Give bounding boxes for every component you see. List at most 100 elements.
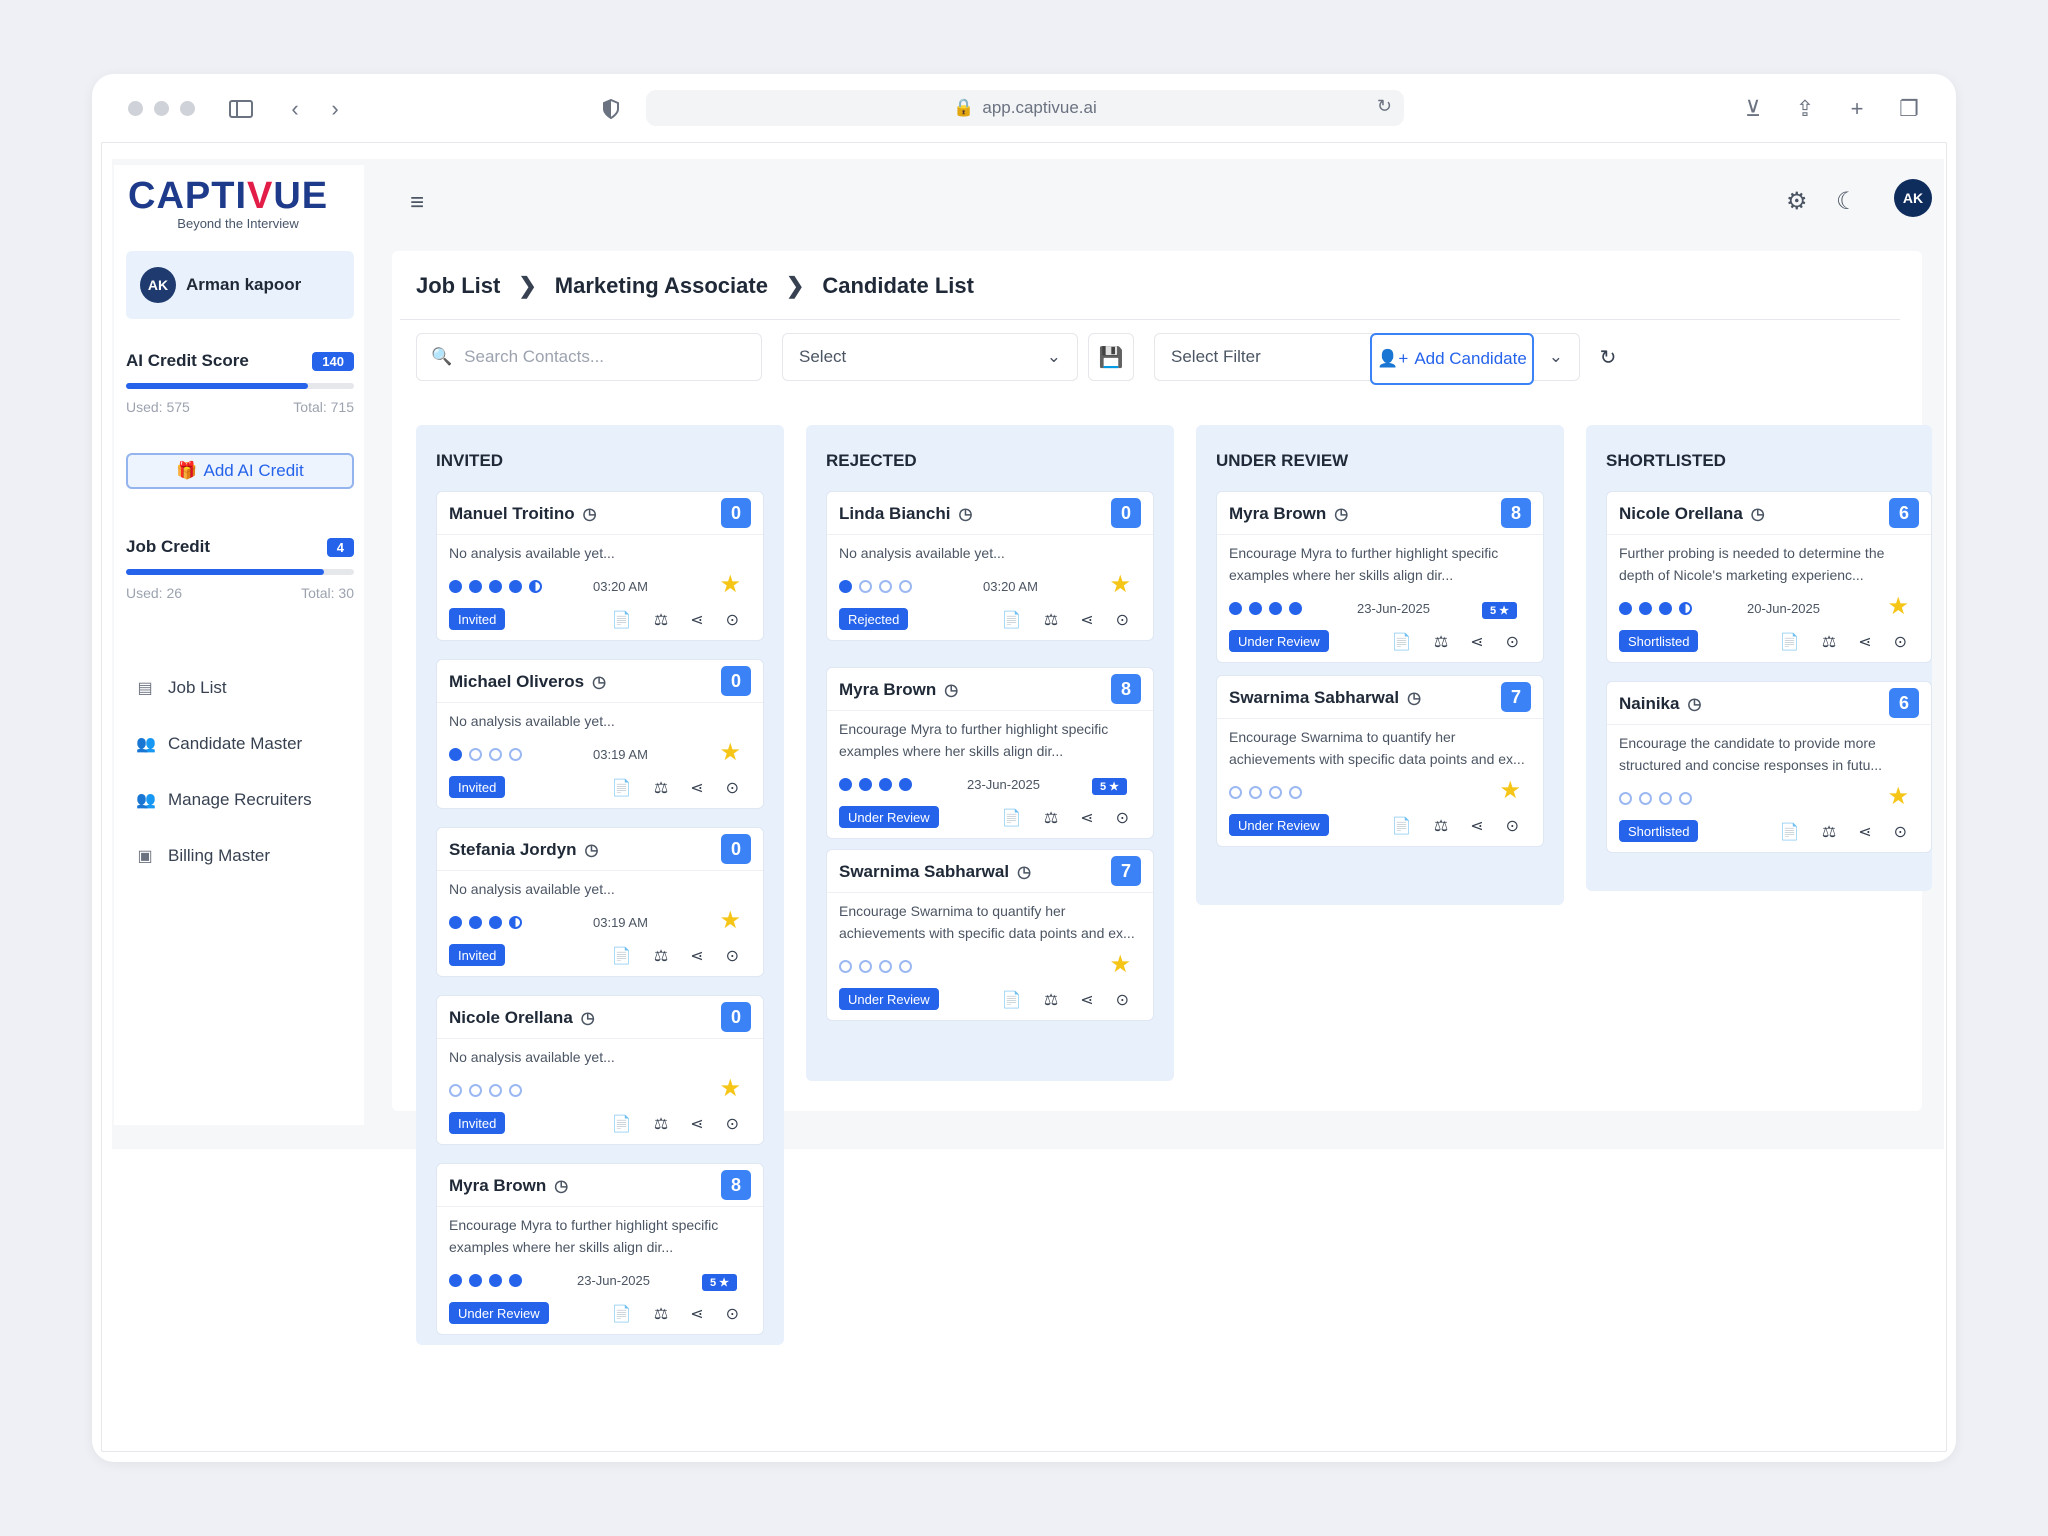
candidate-card[interactable]: Myra Brown ◷ 8 Encourage Myra to further hi… xyxy=(826,667,1154,839)
breadcrumb-job-list[interactable]: Job List xyxy=(416,273,501,298)
sidebar-item-candidate-master[interactable]: 👥 Candidate Master xyxy=(136,729,356,759)
share-icon[interactable]: ⋖ xyxy=(1858,824,1872,841)
breadcrumb-marketing-associate[interactable]: Marketing Associate xyxy=(554,273,768,298)
close-dot[interactable] xyxy=(128,101,143,116)
document-icon[interactable]: 📄 xyxy=(1779,824,1800,841)
select-dropdown[interactable]: Select ⌄ xyxy=(782,333,1078,381)
compare-icon[interactable]: ⚖ xyxy=(653,612,669,629)
candidate-name[interactable]: Swarnima Sabharwal ◷ xyxy=(1229,688,1421,708)
view-icon[interactable]: ⊙ xyxy=(725,1116,739,1133)
candidate-card[interactable]: Nainika ◷ 6 Encourage the candidate to prov… xyxy=(1606,681,1932,853)
candidate-card[interactable]: Myra Brown ◷ 8 Encourage Myra to further hi… xyxy=(436,1163,764,1335)
candidate-name[interactable]: Swarnima Sabharwal ◷ xyxy=(839,862,1031,882)
share-icon[interactable]: ⋖ xyxy=(1470,818,1484,835)
view-icon[interactable]: ⊙ xyxy=(1893,824,1907,841)
candidate-card[interactable]: Myra Brown ◷ 8 Encourage Myra to further hi… xyxy=(1216,491,1544,663)
share-icon[interactable]: ⋖ xyxy=(1080,810,1094,827)
search-input[interactable]: 🔍 Search Contacts... xyxy=(416,333,762,381)
view-icon[interactable]: ⊙ xyxy=(1505,818,1519,835)
compare-icon[interactable]: ⚖ xyxy=(1433,634,1449,651)
share-icon[interactable]: ⇪ xyxy=(1795,96,1815,121)
compare-icon[interactable]: ⚖ xyxy=(1821,634,1837,651)
compare-icon[interactable]: ⚖ xyxy=(1821,824,1837,841)
document-icon[interactable]: 📄 xyxy=(1001,810,1022,827)
avatar[interactable]: AK xyxy=(1894,179,1932,217)
document-icon[interactable]: 📄 xyxy=(1391,634,1412,651)
save-filter-button[interactable]: 💾 xyxy=(1088,333,1134,381)
share-icon[interactable]: ⋖ xyxy=(690,1116,704,1133)
candidate-card[interactable]: Swarnima Sabharwal ◷ 7 Encourage Swarnima t… xyxy=(1216,675,1544,847)
candidate-card[interactable]: Nicole Orellana ◷ 6 Further probing is need… xyxy=(1606,491,1932,663)
back-icon[interactable]: ‹ xyxy=(291,96,299,121)
refresh-button[interactable]: ↻ xyxy=(1588,333,1628,381)
document-icon[interactable]: 📄 xyxy=(611,780,632,797)
view-icon[interactable]: ⊙ xyxy=(725,1306,739,1323)
tabs-overview-icon[interactable]: ❐ xyxy=(1899,96,1919,121)
address-bar[interactable]: 🔒 app.captivue.ai ↻ xyxy=(646,90,1404,126)
maximize-dot[interactable] xyxy=(180,101,195,116)
document-icon[interactable]: 📄 xyxy=(1391,818,1412,835)
dark-mode-icon[interactable]: ☾ xyxy=(1836,188,1858,215)
share-icon[interactable]: ⋖ xyxy=(690,1306,704,1323)
document-icon[interactable]: 📄 xyxy=(1001,992,1022,1009)
add-ai-credit-button[interactable]: 🎁 Add AI Credit xyxy=(126,453,354,489)
candidate-card[interactable]: Stefania Jordyn ◷ 0 No analysis available y… xyxy=(436,827,764,977)
document-icon[interactable]: 📄 xyxy=(1001,612,1022,629)
sidebar-item-billing-master[interactable]: ▣ Billing Master xyxy=(136,841,356,871)
document-icon[interactable]: 📄 xyxy=(611,1306,632,1323)
new-tab-icon[interactable]: + xyxy=(1850,96,1864,121)
compare-icon[interactable]: ⚖ xyxy=(1433,818,1449,835)
candidate-name[interactable]: Nicole Orellana ◷ xyxy=(1619,504,1765,524)
share-icon[interactable]: ⋖ xyxy=(1080,612,1094,629)
compare-icon[interactable]: ⚖ xyxy=(1043,612,1059,629)
compare-icon[interactable]: ⚖ xyxy=(1043,992,1059,1009)
view-icon[interactable]: ⊙ xyxy=(725,612,739,629)
compare-icon[interactable]: ⚖ xyxy=(653,948,669,965)
reload-icon[interactable]: ↻ xyxy=(1376,96,1392,116)
view-icon[interactable]: ⊙ xyxy=(1505,634,1519,651)
document-icon[interactable]: 📄 xyxy=(1779,634,1800,651)
compare-icon[interactable]: ⚖ xyxy=(653,1116,669,1133)
share-icon[interactable]: ⋖ xyxy=(690,948,704,965)
sidebar-item-manage-recruiters[interactable]: 👥 Manage Recruiters xyxy=(136,785,356,815)
minimize-dot[interactable] xyxy=(154,101,169,116)
candidate-card[interactable]: Michael Oliveros ◷ 0 No analysis available … xyxy=(436,659,764,809)
candidate-card[interactable]: Linda Bianchi ◷ 0 No analysis available yet… xyxy=(826,491,1154,641)
document-icon[interactable]: 📄 xyxy=(611,948,632,965)
share-icon[interactable]: ⋖ xyxy=(690,612,704,629)
compare-icon[interactable]: ⚖ xyxy=(1043,810,1059,827)
menu-icon[interactable]: ≡ xyxy=(410,189,425,216)
document-icon[interactable]: 📄 xyxy=(611,612,632,629)
candidate-name[interactable]: Nicole Orellana ◷ xyxy=(449,1008,595,1028)
candidate-name[interactable]: Myra Brown ◷ xyxy=(1229,504,1348,524)
sidebar-item-job-list[interactable]: ▤ Job List xyxy=(136,673,356,703)
forward-icon[interactable]: › xyxy=(331,96,339,121)
settings-icon[interactable]: ⚙ xyxy=(1786,188,1808,215)
candidate-name[interactable]: Manuel Troitino ◷ xyxy=(449,504,597,524)
view-icon[interactable]: ⊙ xyxy=(1115,810,1129,827)
document-icon[interactable]: 📄 xyxy=(611,1116,632,1133)
candidate-name[interactable]: Linda Bianchi ◷ xyxy=(839,504,972,524)
share-icon[interactable]: ⋖ xyxy=(1470,634,1484,651)
shield-icon[interactable] xyxy=(596,94,626,124)
share-icon[interactable]: ⋖ xyxy=(690,780,704,797)
user-card[interactable]: AK Arman kapoor xyxy=(126,251,354,319)
view-icon[interactable]: ⊙ xyxy=(1115,992,1129,1009)
candidate-name[interactable]: Michael Oliveros ◷ xyxy=(449,672,606,692)
candidate-card[interactable]: Manuel Troitino ◷ 0 No analysis available y… xyxy=(436,491,764,641)
candidate-name[interactable]: Nainika ◷ xyxy=(1619,694,1701,714)
view-icon[interactable]: ⊙ xyxy=(1893,634,1907,651)
add-candidate-button[interactable]: 👤+ Add Candidate xyxy=(1370,333,1534,385)
view-icon[interactable]: ⊙ xyxy=(1115,612,1129,629)
view-icon[interactable]: ⊙ xyxy=(725,780,739,797)
share-icon[interactable]: ⋖ xyxy=(1858,634,1872,651)
candidate-name[interactable]: Stefania Jordyn ◷ xyxy=(449,840,599,860)
share-icon[interactable]: ⋖ xyxy=(1080,992,1094,1009)
candidate-card[interactable]: Swarnima Sabharwal ◷ 7 Encourage Swarnima t… xyxy=(826,849,1154,1021)
candidate-card[interactable]: Nicole Orellana ◷ 0 No analysis available y… xyxy=(436,995,764,1145)
select-filter-dropdown[interactable]: Select Filter ⌄ xyxy=(1154,333,1580,381)
view-icon[interactable]: ⊙ xyxy=(725,948,739,965)
candidate-name[interactable]: Myra Brown ◷ xyxy=(449,1176,568,1196)
compare-icon[interactable]: ⚖ xyxy=(653,780,669,797)
candidate-name[interactable]: Myra Brown ◷ xyxy=(839,680,958,700)
